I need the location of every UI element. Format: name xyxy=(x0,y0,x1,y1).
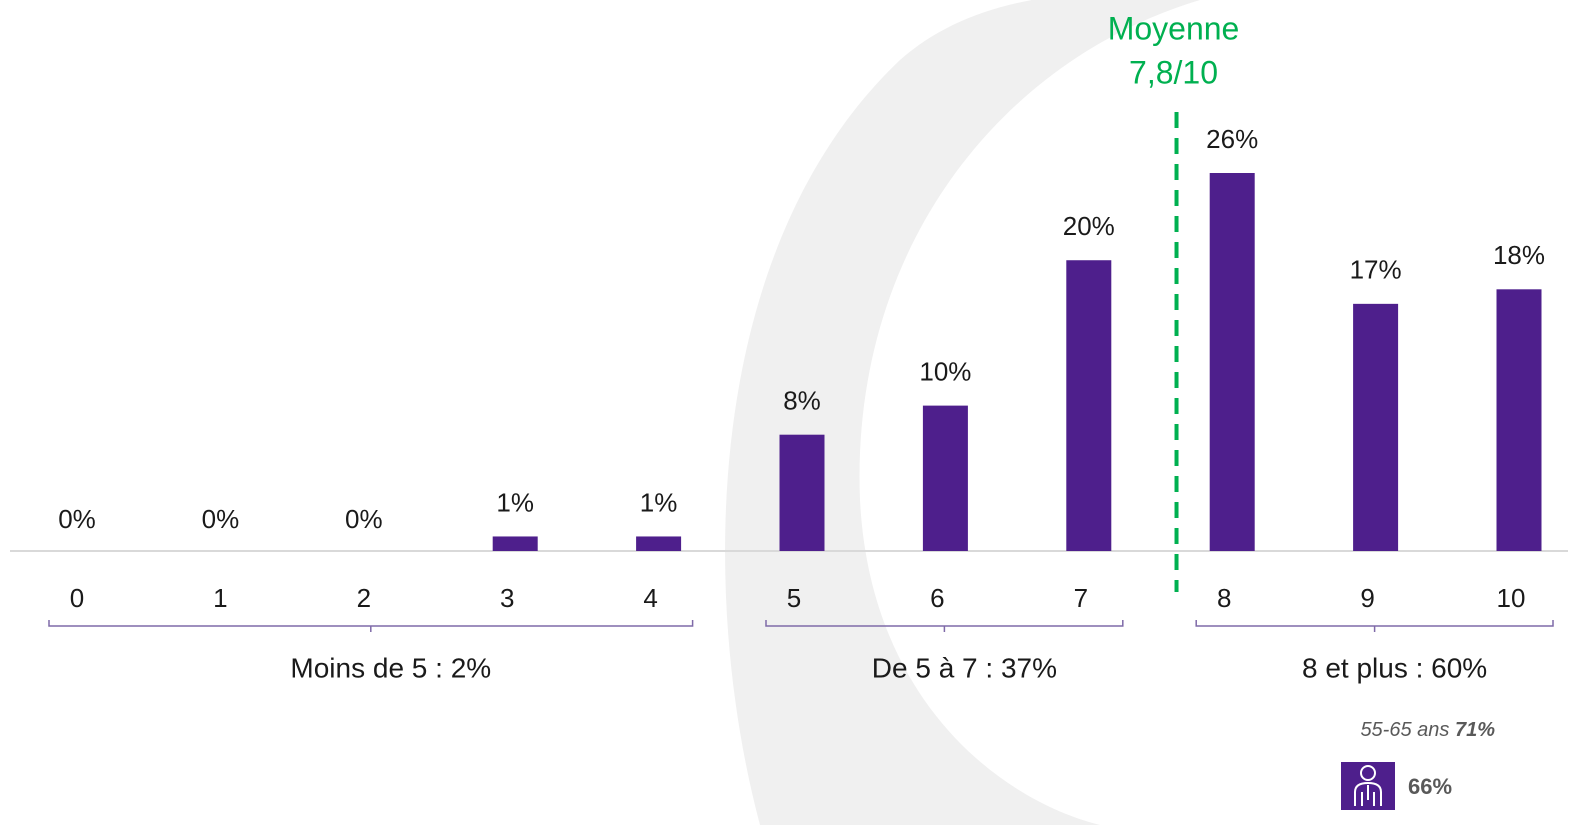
value-label: 0% xyxy=(58,504,96,534)
subgroup-note: 55-65 ans 71% xyxy=(1360,719,1495,741)
bar xyxy=(636,536,682,551)
bar xyxy=(1209,173,1255,551)
background-swoosh xyxy=(725,0,1300,825)
bar xyxy=(492,536,538,551)
mean-title: Moyenne xyxy=(1108,10,1240,46)
group-bracket xyxy=(765,620,1124,632)
x-tick-label: 7 xyxy=(1074,583,1088,613)
value-label: 0% xyxy=(202,504,240,534)
group-bracket xyxy=(1195,620,1554,632)
x-tick-label: 5 xyxy=(787,583,801,613)
x-tick-label: 8 xyxy=(1217,583,1231,613)
x-tick-label: 1 xyxy=(213,583,227,613)
value-label: 17% xyxy=(1350,255,1402,285)
value-label: 1% xyxy=(640,487,678,517)
value-label: 10% xyxy=(919,356,971,386)
value-label: 20% xyxy=(1063,211,1115,241)
x-tick-label: 9 xyxy=(1360,583,1374,613)
x-tick-label: 3 xyxy=(500,583,514,613)
group-label: Moins de 5 : 2% xyxy=(290,652,491,683)
group-label: 8 et plus : 60% xyxy=(1302,652,1487,683)
bar xyxy=(1066,260,1112,551)
subgroup-text: 55-65 ans xyxy=(1360,719,1449,741)
x-tick-label: 2 xyxy=(357,583,371,613)
bar xyxy=(1353,303,1399,551)
bar xyxy=(779,434,825,551)
person-icon xyxy=(1341,762,1395,810)
group-bracket xyxy=(48,620,694,632)
x-tick-label: 4 xyxy=(643,583,657,613)
x-tick-label: 6 xyxy=(930,583,944,613)
x-tick-label: 10 xyxy=(1497,583,1526,613)
value-label: 8% xyxy=(783,386,821,416)
icon-value: 66% xyxy=(1408,774,1452,799)
value-label: 26% xyxy=(1206,124,1258,154)
mean-label: 7,8/10 xyxy=(1129,54,1218,90)
value-label: 0% xyxy=(345,504,383,534)
value-label: 18% xyxy=(1493,240,1545,270)
x-tick-label: 0 xyxy=(70,583,84,613)
bar xyxy=(922,405,968,551)
group-label: De 5 à 7 : 37% xyxy=(872,652,1057,683)
bar xyxy=(1496,289,1542,551)
subgroup-value: 71% xyxy=(1455,719,1495,741)
value-label: 1% xyxy=(496,487,534,517)
